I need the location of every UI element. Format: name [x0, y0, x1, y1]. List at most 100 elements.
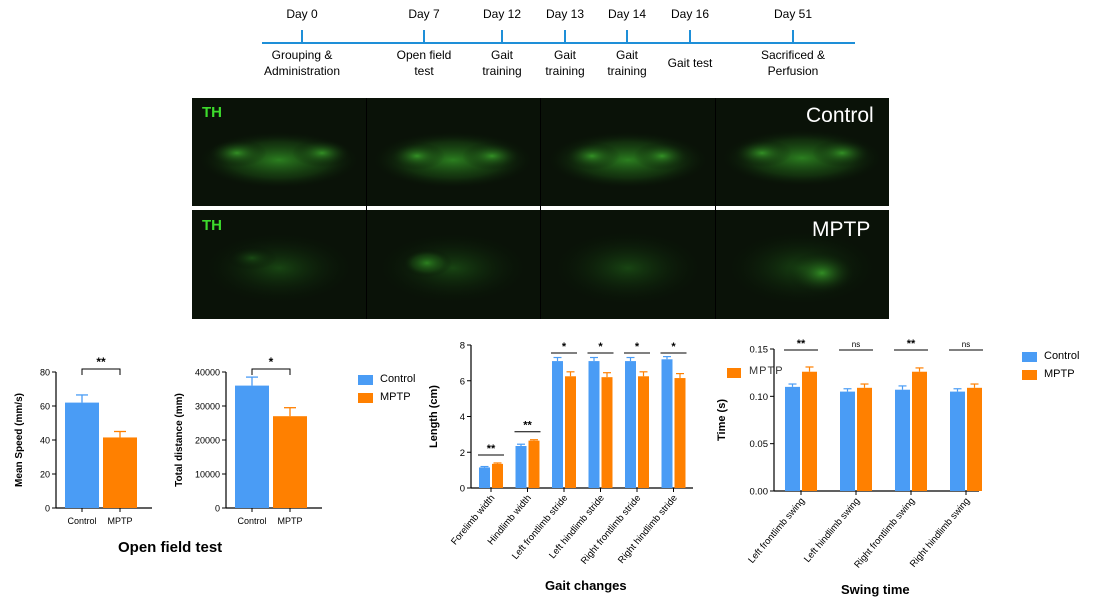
- timeline-day-label: Day 7: [408, 7, 440, 21]
- significance-label: *: [671, 341, 676, 353]
- open-field-title: Open field test: [118, 539, 223, 556]
- timeline-event-label: Open field: [397, 48, 452, 62]
- timeline-day-label: Day 12: [483, 7, 521, 21]
- significance-label: ns: [962, 340, 970, 349]
- bar-control: [785, 386, 800, 491]
- y-tick-label: 0: [460, 484, 465, 495]
- control-section-4: [716, 98, 889, 206]
- control-section-1: [192, 98, 366, 206]
- y-axis-label: Mean Speed (mm/s): [14, 393, 25, 487]
- legend-swatch-mptp: [358, 393, 373, 403]
- mptp-section-1: [192, 210, 366, 319]
- gait-legend-fragment: MPTP: [727, 366, 785, 380]
- significance-label: **: [797, 338, 806, 350]
- bar-mptp: [967, 387, 982, 491]
- legend-label-mptp-2: MPTP: [1044, 368, 1075, 380]
- legend-swatch-control: [358, 375, 373, 385]
- timeline-day-label: Day 14: [608, 7, 646, 21]
- bar-mptp: [857, 387, 872, 491]
- timeline-day-label: Day 0: [286, 7, 318, 21]
- group-label-mptp: MPTP: [812, 218, 871, 241]
- swing-title: Swing time: [841, 582, 910, 597]
- significance-label: *: [598, 341, 603, 353]
- bar-control: [552, 361, 563, 488]
- bar-control: [661, 359, 673, 488]
- y-tick-label: 60: [40, 402, 50, 412]
- experiment-timeline: Day 0 Grouping & Administration Day 7 Open f…: [262, 7, 855, 78]
- y-tick-label: 0.10: [750, 392, 769, 403]
- significance-label: **: [523, 420, 532, 432]
- y-axis-label: Total distance (mm): [174, 393, 185, 487]
- legend-label-mptp: MPTP: [380, 391, 411, 403]
- significance-label: **: [96, 355, 106, 369]
- legend-label-control: Control: [380, 373, 416, 385]
- x-tick-label: Right hindlimb swing: [908, 496, 972, 570]
- stain-label-mptp: TH: [202, 217, 222, 234]
- group-label-control: Control: [806, 104, 874, 127]
- total-distance-chart: 0 10000 20000 30000 40000 Total distance (mm)…: [174, 355, 322, 526]
- x-tick-label: MPTP: [277, 516, 302, 526]
- significance-bracket: [81, 368, 121, 375]
- legend-swatch-mptp-2: [1022, 370, 1037, 380]
- bar-control: [625, 361, 636, 488]
- significance-label: *: [562, 341, 567, 353]
- x-tick-label: Control: [67, 516, 96, 526]
- y-tick-label: 40: [40, 436, 50, 446]
- significance-label: **: [487, 443, 496, 455]
- timeline-event-label: Sacrificed &: [761, 48, 825, 62]
- timeline-event-label: training: [482, 64, 521, 78]
- timeline-event-label: training: [545, 64, 584, 78]
- microscopy-panel: TH Control TH MPTP: [192, 98, 889, 319]
- bar-mptp: [273, 416, 307, 508]
- bar-control: [950, 391, 965, 491]
- bar-mptp: [601, 377, 613, 488]
- gait-title: Gait changes: [545, 578, 627, 593]
- x-tick-label: Control: [237, 516, 266, 526]
- x-tick-label: Left frontlimb swing: [746, 496, 807, 566]
- y-tick-label: 10000: [195, 470, 220, 480]
- timeline-event-label: Administration: [264, 64, 340, 78]
- timeline-event-label: Grouping &: [272, 48, 333, 62]
- bar-mptp: [638, 376, 649, 488]
- y-tick-label: 30000: [195, 402, 220, 412]
- x-tick-label: MPTP: [107, 516, 132, 526]
- timeline-event-label: Gait: [616, 48, 639, 62]
- y-tick-label: 40000: [195, 368, 220, 378]
- stain-label-control: TH: [202, 104, 222, 121]
- swing-time-chart: 0.00 0.05 0.10 0.15 Time (s) Left frontlimb s…: [716, 338, 983, 570]
- bar-mptp: [103, 437, 137, 508]
- timeline-event-label: training: [607, 64, 646, 78]
- y-tick-label: 20: [40, 470, 50, 480]
- control-section-2: [367, 98, 540, 206]
- bar-mptp: [565, 376, 576, 488]
- timeline-event-label: test: [414, 64, 434, 78]
- timeline-event-label: Gait test: [668, 56, 713, 70]
- bar-control: [895, 389, 910, 491]
- y-tick-label: 2: [460, 448, 465, 459]
- y-tick-label: 0: [45, 504, 50, 514]
- y-tick-label: 0: [215, 504, 220, 514]
- significance-label: *: [635, 341, 640, 353]
- timeline-event-label: Gait: [554, 48, 577, 62]
- timeline-event-label: Gait: [491, 48, 514, 62]
- bar-mptp: [528, 440, 540, 488]
- bar-control: [479, 467, 490, 488]
- y-axis-label: Time (s): [716, 399, 728, 441]
- y-tick-label: 0.05: [750, 439, 769, 450]
- bar-control: [840, 391, 855, 491]
- mptp-section-4: [716, 210, 889, 319]
- bar-control: [515, 445, 527, 488]
- timeline-day-label: Day 16: [671, 7, 709, 21]
- mean-speed-chart: 0 20 40 60 80 Mean Speed (mm/s) Control MPTP **: [14, 355, 152, 526]
- bar-control: [65, 402, 99, 508]
- timeline-day-label: Day 13: [546, 7, 584, 21]
- significance-bracket: [251, 368, 291, 375]
- legend-swatch-control-2: [1022, 352, 1037, 362]
- significance-label: **: [907, 338, 916, 350]
- y-axis-label: Length (cm): [428, 385, 440, 448]
- legend-label-mptp-fragment: MPTP: [749, 366, 784, 377]
- y-tick-label: 20000: [195, 436, 220, 446]
- microscopy-images: [192, 98, 889, 319]
- significance-label: ns: [852, 340, 860, 349]
- legend-swatch-mptp-fragment: [727, 368, 741, 378]
